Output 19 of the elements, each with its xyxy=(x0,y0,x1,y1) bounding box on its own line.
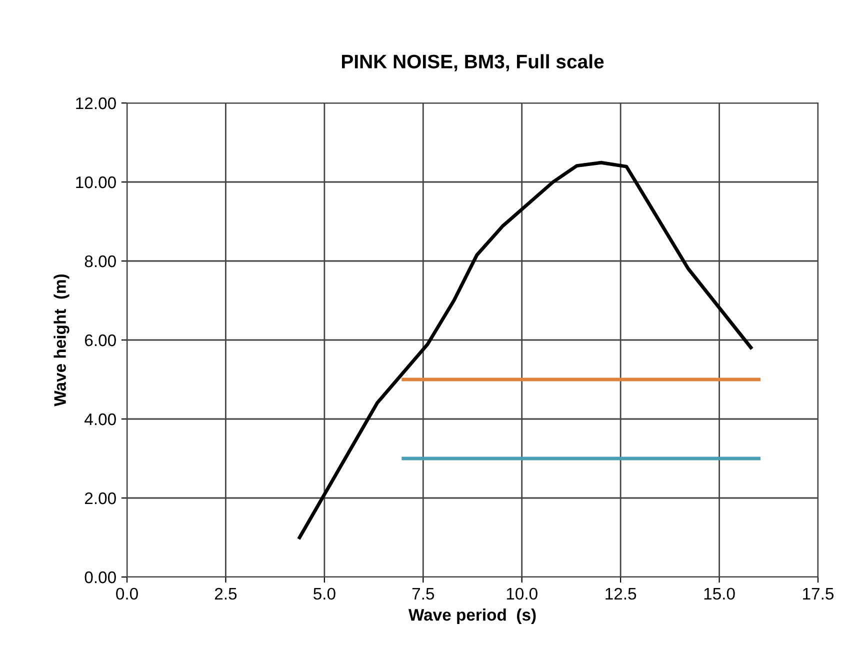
y-axis-title: Wave height (m) xyxy=(54,274,70,406)
y-tick-label: 6.00 xyxy=(84,334,116,346)
line-series xyxy=(298,160,753,540)
x-axis-title: Wave period (s) xyxy=(408,608,536,624)
y-tick-label: 0.00 xyxy=(84,571,116,584)
y-tick-label: 2.00 xyxy=(84,492,116,504)
x-tick-label: 5.0 xyxy=(314,588,336,600)
y-tick-label: 4.00 xyxy=(84,413,116,426)
y-tick-label: 12.00 xyxy=(76,97,116,110)
y-tick-label: 10.00 xyxy=(76,176,116,188)
chart-title: PINK NOISE, BM3, Full scale xyxy=(342,54,604,72)
x-tick-label: 0.0 xyxy=(116,588,138,600)
x-tick-label: 15.0 xyxy=(704,588,735,600)
y-tick-label: 8.00 xyxy=(84,255,116,268)
x-tick-label: 10.0 xyxy=(506,588,538,600)
x-tick-label: 7.5 xyxy=(412,588,434,600)
x-tick-label: 12.5 xyxy=(606,588,636,600)
x-tick-label: 2.5 xyxy=(214,588,237,600)
x-tick-label: 17.5 xyxy=(803,588,834,600)
